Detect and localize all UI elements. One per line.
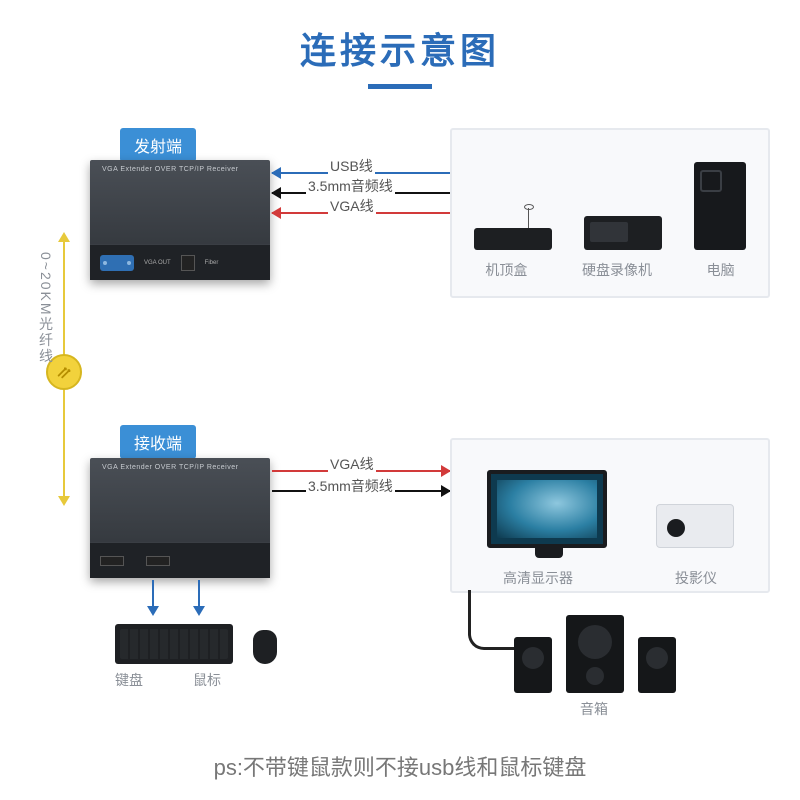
receiver-badge: 接收端 bbox=[120, 425, 196, 459]
transmitter-badge: 发射端 bbox=[120, 128, 196, 162]
port-label: VGA OUT bbox=[144, 260, 171, 266]
device-model-text: VGA Extender OVER TCP/IP Receiver bbox=[102, 166, 238, 173]
receiver-device: VGA Extender OVER TCP/IP Receiver bbox=[90, 458, 270, 578]
mouse-icon bbox=[253, 630, 277, 664]
page-title: 连接示意图 bbox=[0, 0, 800, 74]
vga-port-icon bbox=[100, 255, 134, 271]
display-label: 高清显示器 bbox=[503, 568, 573, 588]
usb-port-icon bbox=[100, 556, 124, 566]
projector-icon bbox=[656, 504, 734, 548]
keyboard-mouse-group: 键盘 鼠标 bbox=[115, 624, 295, 712]
fiber-line bbox=[56, 234, 72, 504]
usb-down-arrow bbox=[152, 580, 154, 614]
wire-label: 3.5mm音频线 bbox=[306, 176, 395, 196]
keyboard-label: 键盘 bbox=[115, 670, 143, 690]
source-devices-group: 机顶盒 硬盘录像机 电脑 bbox=[450, 128, 770, 298]
source-label: 电脑 bbox=[707, 260, 735, 280]
optical-port-icon bbox=[181, 255, 195, 271]
title-underline bbox=[368, 84, 432, 89]
fiber-label: 0~20KM光纤线 bbox=[36, 252, 56, 365]
mouse-label: 鼠标 bbox=[193, 670, 221, 690]
device-model-text: VGA Extender OVER TCP/IP Receiver bbox=[102, 464, 238, 471]
display-devices-group: 高清显示器 投影仪 bbox=[450, 438, 770, 593]
keyboard-icon bbox=[115, 624, 233, 664]
monitor-icon bbox=[487, 470, 607, 548]
usb-port-icon bbox=[146, 556, 170, 566]
wire-label: 3.5mm音频线 bbox=[306, 476, 395, 496]
footnote: ps:不带键鼠款则不接usb线和鼠标键盘 bbox=[0, 750, 800, 782]
wire-label: USB线 bbox=[328, 156, 375, 176]
pc-tower-icon bbox=[694, 162, 746, 250]
usb-down-arrow bbox=[198, 580, 200, 614]
wire-label: VGA线 bbox=[328, 454, 376, 474]
source-label: 硬盘录像机 bbox=[582, 260, 652, 280]
nvr-icon bbox=[584, 216, 662, 250]
wire-label: VGA线 bbox=[328, 196, 376, 216]
transmitter-device: VGA Extender OVER TCP/IP Receiver VGA OU… bbox=[90, 160, 270, 280]
display-label: 投影仪 bbox=[675, 568, 717, 588]
speakers-label: 音箱 bbox=[580, 699, 608, 719]
speakers-icon: 音箱 bbox=[500, 615, 690, 720]
port-label: Fiber bbox=[205, 260, 219, 266]
source-label: 机顶盒 bbox=[485, 260, 527, 280]
set-top-box-icon bbox=[474, 228, 552, 250]
